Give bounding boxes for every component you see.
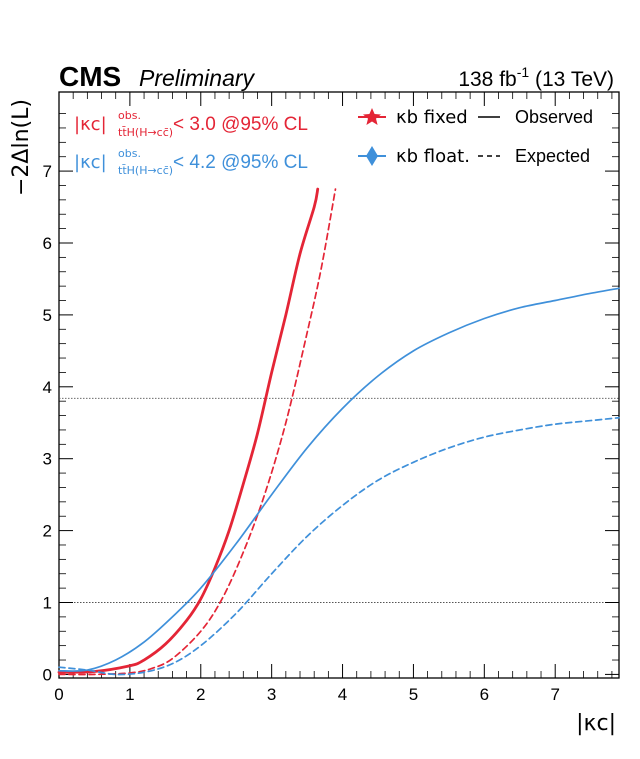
- series-line-3-expected: [58, 416, 620, 676]
- limit-fixed-sub: tt̄H(H→cc̄): [118, 126, 173, 139]
- y-tick-label: 5: [43, 306, 52, 325]
- legend-expected-label: Expected: [515, 146, 590, 166]
- series-line-1-expected: [58, 188, 337, 676]
- y-tick-label: 3: [43, 450, 52, 469]
- cms-logo-text: CMS: [59, 61, 121, 92]
- limit-fixed-kc: |κc|: [74, 114, 107, 135]
- limit-float-annotation: |κc| obs. tt̄H(H→cc̄) < 4.2 @95% CL: [74, 147, 308, 177]
- limit-fixed-annotation: |κc| obs. tt̄H(H→cc̄) < 3.0 @95% CL: [74, 109, 308, 139]
- limit-float-sub: tt̄H(H→cc̄): [118, 164, 173, 177]
- limit-fixed-value: < 3.0 @95% CL: [173, 114, 308, 135]
- limit-float-sup: obs.: [118, 147, 141, 160]
- series-line-2-observed: [58, 287, 620, 672]
- limit-float-value: < 4.2 @95% CL: [173, 152, 308, 173]
- energy-value: (13 TeV): [529, 68, 614, 91]
- legend-fixed-label: κb fixed: [396, 107, 468, 128]
- lumi-exponent: -1: [517, 64, 530, 80]
- x-tick-label: 3: [267, 685, 276, 704]
- lumi-label: 138 fb-1 (13 TeV): [458, 64, 614, 91]
- y-tick-label: 7: [43, 162, 52, 181]
- limit-fixed-sup: obs.: [118, 109, 141, 122]
- lumi-value: 138 fb: [458, 68, 516, 91]
- x-tick-label: 7: [550, 685, 559, 704]
- y-axis-ticks: 0 1 2 3 4 5 6 7: [43, 113, 619, 684]
- y-tick-label: 4: [43, 378, 52, 397]
- preliminary-label: Preliminary: [139, 65, 256, 91]
- x-tick-label: 1: [125, 685, 134, 704]
- x-tick-label: 2: [196, 685, 205, 704]
- diamond-marker-icon: [366, 146, 378, 166]
- x-tick-label: 0: [54, 685, 63, 704]
- y-axis-title: −2Δln(L): [9, 99, 34, 196]
- y-tick-label: 1: [43, 594, 52, 613]
- y-tick-label: 0: [43, 665, 52, 684]
- svg-text:|κc|: |κc|: [74, 152, 107, 173]
- limit-float-kc: |κc|: [74, 152, 107, 173]
- legend-observed-label: Observed: [515, 107, 593, 127]
- star-marker-icon: [363, 108, 381, 125]
- x-axis-title: |κc|: [576, 711, 616, 736]
- y-tick-label: 2: [43, 522, 52, 541]
- x-tick-label: 6: [480, 685, 489, 704]
- series-line-0-observed: [57, 187, 320, 674]
- x-tick-label: 5: [409, 685, 418, 704]
- curves: [57, 187, 620, 676]
- legend: κb fixed Observed κb float. Expected: [358, 107, 593, 167]
- svg-text:|κc|: |κc|: [74, 114, 107, 135]
- legend-float-label: κb float.: [396, 146, 470, 167]
- plot-frame: [58, 91, 620, 679]
- y-tick-label: 6: [43, 234, 52, 253]
- reference-lines: [59, 397, 619, 603]
- x-tick-label: 4: [338, 685, 347, 704]
